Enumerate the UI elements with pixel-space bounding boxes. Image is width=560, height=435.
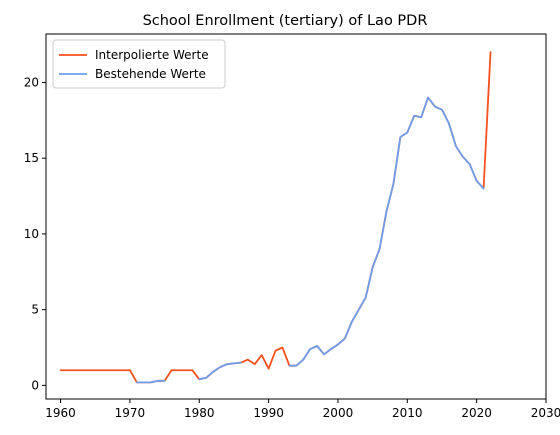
x-tick-label: 1980	[184, 406, 215, 420]
x-tick-label: 2010	[392, 406, 423, 420]
x-axis: 1960 1970 1980 1990 2000 2010 2020 2030	[45, 399, 560, 420]
y-tick-label: 20	[24, 75, 39, 89]
x-tick-label: 1990	[253, 406, 284, 420]
y-tick-label: 0	[31, 378, 39, 392]
chart-title: School Enrollment (tertiary) of Lao PDR	[143, 13, 428, 29]
x-tick-label: 1970	[115, 406, 146, 420]
x-tick-label: 2020	[461, 406, 492, 420]
y-tick-label: 10	[24, 227, 39, 241]
x-tick-label: 1960	[45, 406, 76, 420]
plot-frame	[45, 33, 547, 400]
y-axis: 0 5 10 15 20	[24, 75, 46, 392]
series-layer	[59, 51, 492, 384]
legend-box	[52, 39, 226, 89]
legend-label-2: Bestehende Werte	[95, 67, 206, 81]
y-tick-label: 5	[31, 303, 39, 317]
x-tick-label: 2000	[323, 406, 354, 420]
series-line-2	[135, 96, 485, 384]
legend-label-1: Interpolierte Werte	[95, 48, 209, 62]
legend: Interpolierte Werte Bestehende Werte	[52, 39, 226, 89]
x-tick-label: 2030	[531, 406, 560, 420]
y-tick-label: 15	[24, 151, 39, 165]
